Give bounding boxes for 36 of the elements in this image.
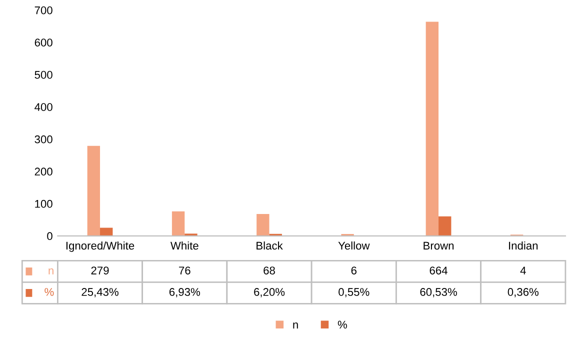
y-tick-label: 400 [34,103,52,112]
legend-label: n [48,268,54,274]
text: % [338,320,347,329]
data-label: 4 [520,266,526,274]
data-label: 25,43% [82,288,118,298]
data-label: 6,20% [254,288,285,298]
bar [172,211,185,236]
y-tick-label: 200 [34,168,52,176]
data-label: 68 [264,266,275,274]
y-tick-label: 0 [47,232,52,240]
y-tick-label: 500 [34,70,52,79]
y-tick-label: 700 [34,6,52,14]
y-tick-label: 300 [34,135,52,144]
bar [100,228,113,236]
data-label: 6 [351,266,356,274]
legend-label: % [44,288,54,296]
bar [426,22,439,236]
text: n [293,322,298,328]
data-label: 0,55% [338,288,370,298]
x-tick-label: Brown [424,242,454,250]
bar [256,214,270,236]
data-label: 279 [91,266,109,274]
bar [438,216,452,236]
data-label: 60,53% [420,288,457,298]
x-tick-label: Ignored/White [66,241,134,252]
y-tick-label: 600 [34,38,52,46]
data-label: 664 [430,266,448,274]
data-label: 0,36% [508,288,539,298]
x-tick-label: Yellow [338,241,370,250]
data-label: 6,93% [169,288,200,298]
y-tick-label: 100 [35,200,52,208]
x-tick-label: Black [256,241,283,250]
x-tick-label: White [170,241,198,250]
bar [87,146,100,236]
data-label: 76 [179,266,190,274]
x-tick-label: Indian [509,241,538,250]
